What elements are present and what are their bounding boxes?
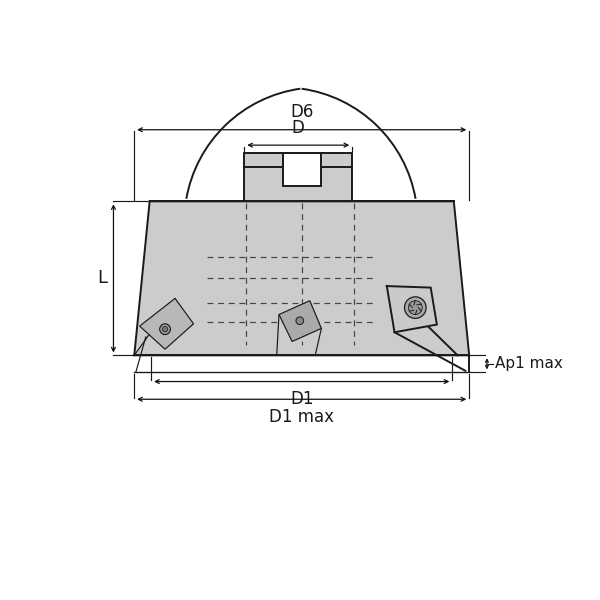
- Circle shape: [409, 301, 422, 314]
- Polygon shape: [387, 286, 437, 332]
- Circle shape: [163, 326, 168, 332]
- Text: D1: D1: [290, 390, 313, 408]
- Text: D: D: [292, 119, 305, 137]
- Text: Ap1 max: Ap1 max: [494, 356, 562, 371]
- Polygon shape: [244, 153, 352, 202]
- Circle shape: [296, 317, 304, 325]
- Text: L: L: [98, 269, 107, 287]
- Polygon shape: [140, 298, 194, 349]
- Text: D6: D6: [290, 103, 313, 121]
- Circle shape: [160, 324, 170, 335]
- Polygon shape: [134, 202, 469, 355]
- Circle shape: [404, 297, 426, 319]
- Polygon shape: [283, 153, 322, 186]
- Polygon shape: [279, 301, 322, 341]
- Text: D1 max: D1 max: [269, 408, 334, 426]
